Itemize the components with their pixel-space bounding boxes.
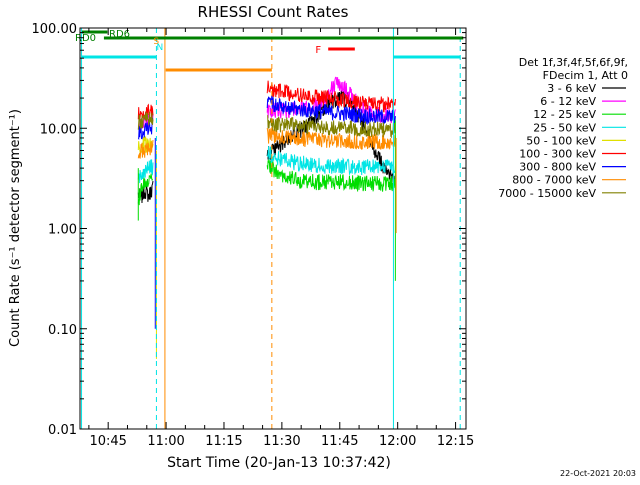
y-axis-label: Count Rate (s⁻¹ detector segment⁻¹)	[8, 109, 23, 347]
series-line-100-300-kev	[137, 103, 154, 121]
y-tick-label-2: 1.00	[48, 223, 77, 238]
chart-title: RHESSI Count Rates	[198, 3, 349, 21]
series-line-800-7000-kev	[137, 140, 154, 159]
legend: Det 1f,3f,4f,5f,6f,9f,FDecim 1, Att 03 -…	[498, 56, 628, 200]
legend-header-1: FDecim 1, Att 0	[543, 69, 628, 82]
x-tick-label-4: 11:45	[321, 434, 358, 449]
series-line-300-800-kev	[266, 94, 396, 126]
legend-label-5: 100 - 300 keV	[519, 148, 596, 161]
plot-data-layer	[137, 76, 397, 359]
x-tick-label-3: 11:30	[263, 434, 300, 449]
legend-label-3: 25 - 50 keV	[533, 121, 596, 134]
series-line-12-25-kev	[266, 158, 396, 192]
legend-label-4: 50 - 100 keV	[526, 134, 596, 147]
series-line-25-50-kev	[266, 146, 396, 176]
legend-label-8: 7000 - 15000 keV	[498, 187, 596, 200]
series-line-100-300-kev	[266, 80, 396, 113]
x-tick-label-0: 10:45	[89, 434, 126, 449]
marker-letter-n: N	[157, 43, 164, 53]
legend-label-6: 300 - 800 keV	[519, 161, 596, 174]
x-tick-label-6: 12:15	[437, 434, 474, 449]
legend-label-1: 6 - 12 keV	[540, 95, 596, 108]
series-line-7000-15000-kev	[137, 111, 154, 130]
footer-date: 22-Oct-2021 20:03	[560, 469, 636, 478]
legend-label-0: 3 - 6 keV	[547, 82, 596, 95]
x-tick-label-5: 12:00	[379, 434, 416, 449]
series-line-25-50-kev	[137, 159, 154, 184]
y-tick-label-0: 100.00	[32, 22, 78, 37]
x-tick-label-1: 11:00	[147, 434, 184, 449]
y-tick-label-3: 0.10	[48, 323, 77, 338]
legend-header-0: Det 1f,3f,4f,5f,6f,9f,	[519, 56, 628, 69]
y-tick-label-1: 10.00	[40, 122, 77, 137]
y-tick-label-4: 0.01	[48, 423, 77, 438]
series-line-300-800-kev	[137, 117, 154, 141]
legend-label-2: 12 - 25 keV	[533, 108, 596, 121]
flag-label-rd0: RD0	[75, 33, 96, 44]
marker-letter-s: S	[153, 37, 159, 47]
flag-bars: F RD0 RD6 SN	[75, 29, 464, 72]
flag-label-f: F	[315, 45, 321, 56]
series-line-12-25-kev	[137, 173, 153, 206]
series-line-7000-15000-kev	[266, 114, 396, 139]
flag-label-rd6: RD6	[109, 29, 130, 40]
x-tick-label-2: 11:15	[205, 434, 242, 449]
legend-label-7: 800 - 7000 keV	[512, 174, 596, 187]
axes: 100.00 10.00 1.00 0.10 0.01 10:45 11:00 11:15 11…	[32, 22, 475, 449]
x-axis-label: Start Time (20-Jan-13 10:37:42)	[167, 455, 391, 471]
